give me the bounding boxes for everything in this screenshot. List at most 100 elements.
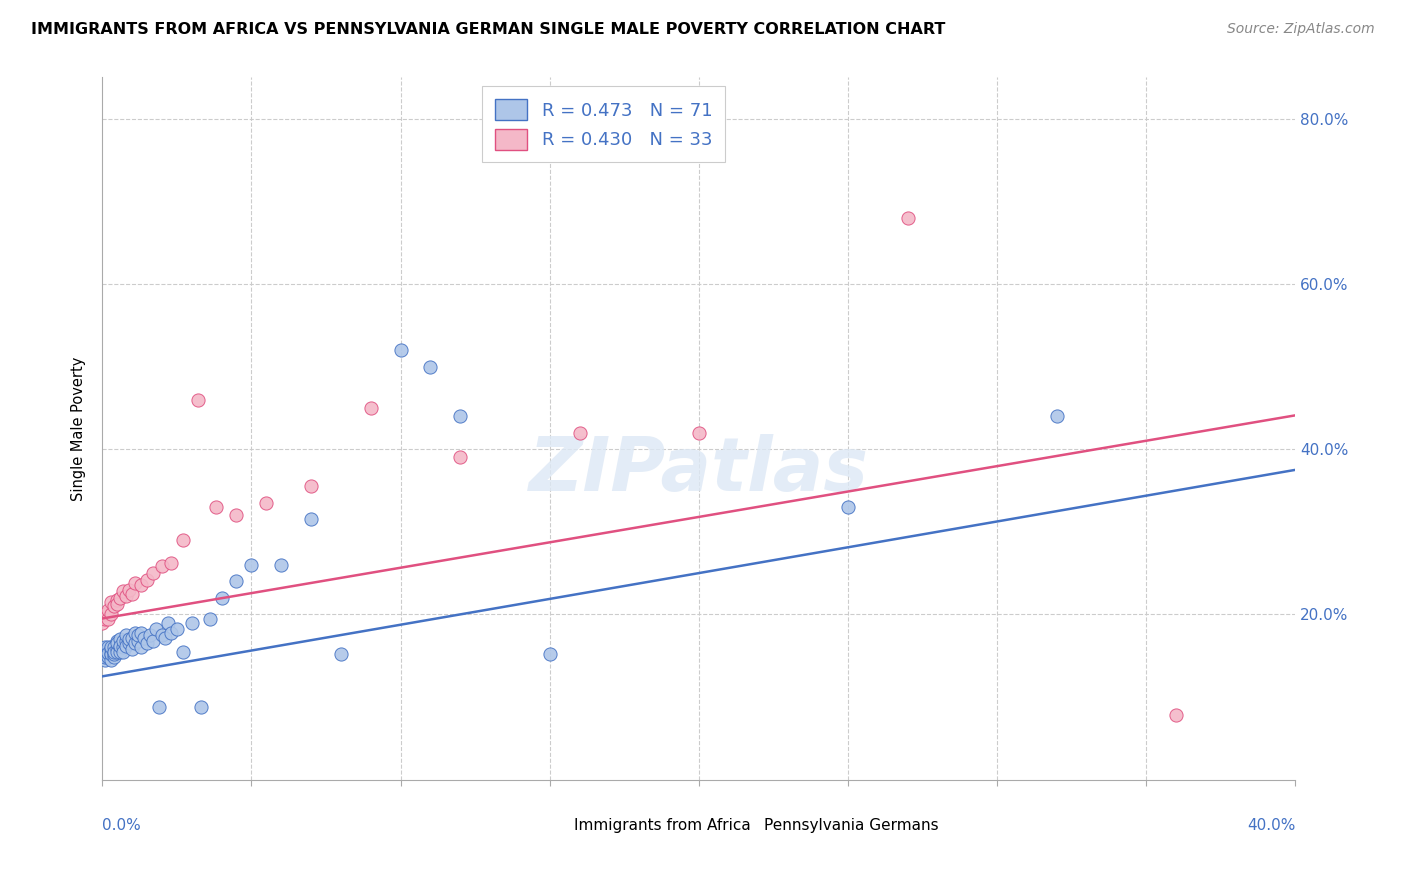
Point (97, 603, 120, 617)
Point (100, 595, 122, 609)
Point (129, 640, 152, 655)
Text: Immigrants from Africa: Immigrants from Africa (574, 818, 751, 833)
Point (129, 625, 152, 640)
Legend: R = 0.473   N = 71, R = 0.430   N = 33: R = 0.473 N = 71, R = 0.430 N = 33 (482, 87, 725, 162)
Point (97, 611, 120, 625)
Point (108, 591, 131, 605)
Point (112, 584, 135, 599)
Point (94, 650, 117, 665)
Point (108, 644, 131, 658)
Point (153, 631, 176, 645)
Point (100, 647, 122, 661)
Point (360, 401, 382, 415)
Point (100, 647, 122, 661)
Point (103, 599, 125, 614)
Point (688, 425, 710, 440)
Point (1046, 409, 1069, 424)
Point (112, 640, 135, 655)
Point (142, 566, 165, 580)
Point (897, 211, 920, 225)
Point (105, 644, 128, 658)
Point (449, 409, 471, 424)
Point (94, 607, 117, 622)
Point (299, 512, 322, 526)
Point (148, 700, 170, 714)
Point (211, 591, 233, 605)
Point (108, 640, 131, 655)
Point (127, 633, 149, 648)
Point (156, 615, 179, 630)
Point (270, 558, 292, 572)
Point (172, 533, 194, 547)
Point (159, 556, 181, 570)
Point (121, 631, 143, 645)
Point (103, 644, 125, 658)
Point (94, 640, 117, 655)
Point (103, 644, 125, 658)
Point (118, 632, 141, 647)
Point (103, 650, 125, 665)
Point (105, 633, 128, 648)
Point (94, 644, 117, 658)
Point (329, 647, 352, 661)
Point (103, 640, 125, 655)
Text: Source: ZipAtlas.com: Source: ZipAtlas.com (1227, 22, 1375, 37)
Point (100, 640, 122, 655)
Point (240, 558, 263, 572)
Point (97, 644, 120, 658)
Point (159, 625, 181, 640)
Point (100, 653, 122, 667)
Point (112, 644, 135, 658)
Y-axis label: Single Male Poverty: Single Male Poverty (72, 356, 86, 500)
Point (124, 576, 146, 591)
Point (121, 587, 143, 601)
Point (204, 500, 226, 514)
Text: Pennsylvania Germans: Pennsylvania Germans (765, 818, 939, 833)
Point (100, 607, 122, 622)
Point (419, 359, 441, 374)
Point (124, 625, 146, 640)
Point (105, 598, 128, 612)
Point (449, 450, 471, 465)
Point (150, 628, 173, 642)
Point (172, 644, 194, 658)
Point (97, 648, 120, 663)
Point (166, 622, 188, 636)
Point (129, 578, 152, 592)
Point (538, 647, 561, 661)
Point (115, 633, 138, 648)
Point (94, 653, 117, 667)
Point (145, 622, 167, 636)
Text: ZIPatlas: ZIPatlas (529, 434, 869, 508)
Point (115, 589, 138, 603)
Point (150, 559, 173, 574)
Point (115, 628, 138, 642)
Point (299, 479, 322, 493)
Point (105, 642, 128, 657)
Point (108, 632, 131, 647)
Text: IMMIGRANTS FROM AFRICA VS PENNSYLVANIA GERMAN SINGLE MALE POVERTY CORRELATION CH: IMMIGRANTS FROM AFRICA VS PENNSYLVANIA G… (31, 22, 945, 37)
Text: 40.0%: 40.0% (1247, 818, 1295, 833)
Point (136, 636, 159, 650)
Point (124, 636, 146, 650)
Point (127, 628, 149, 642)
Point (100, 642, 122, 657)
Point (118, 582, 141, 597)
Point (118, 636, 141, 650)
Point (105, 592, 128, 607)
Point (568, 425, 591, 440)
Point (389, 343, 412, 357)
Point (103, 647, 125, 661)
Point (136, 573, 159, 587)
Point (112, 633, 135, 648)
Point (180, 615, 202, 630)
Text: 0.0%: 0.0% (103, 818, 141, 833)
Point (225, 574, 247, 589)
Point (105, 636, 128, 650)
Point (121, 642, 143, 657)
Point (837, 500, 859, 514)
Point (139, 628, 162, 642)
Point (91, 644, 114, 658)
Point (1166, 708, 1188, 723)
Point (225, 508, 247, 523)
